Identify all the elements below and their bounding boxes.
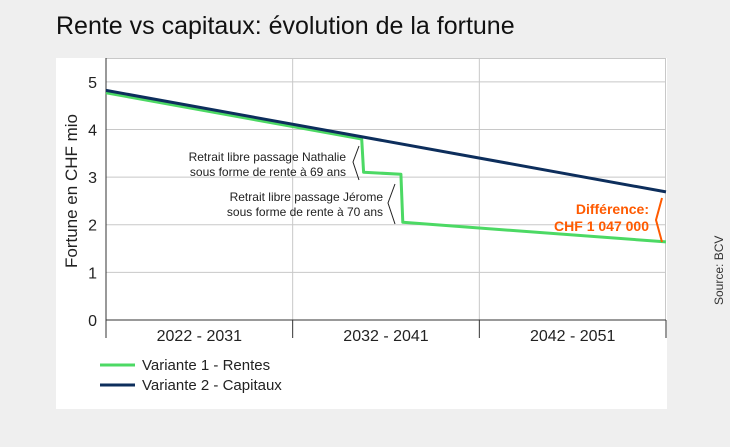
line-chart: 0 1 2 3 4 5 2022 - 2031 2032 - 2041 2042 - 2051 F…	[62, 58, 667, 394]
x-tick-label: 2022 - 2031	[157, 328, 243, 345]
legend-label: Variante 1 - Rentes	[142, 357, 270, 374]
y-tick-label: 3	[88, 170, 97, 187]
annotation-nathalie-line2: sous forme de rente à 69 ans	[190, 165, 346, 179]
series-line	[105, 88, 667, 194]
annotation-jerome-line2: sous forme de rente à 70 ans	[227, 205, 383, 219]
annotation-difference-line2: CHF 1 047 000	[554, 218, 649, 234]
y-tick-label: 4	[88, 122, 97, 139]
series-line	[105, 91, 667, 244]
tick-layer: 0 1 2 3 4 5 2022 - 2031 2032 - 2041 2042 - 2051 F…	[62, 58, 667, 345]
annotation-difference-bracket	[654, 197, 663, 243]
chart-title: Rente vs capitaux: évolution de la fortu…	[56, 12, 515, 40]
y-tick-label: 2	[88, 218, 97, 235]
x-tick-label: 2042 - 2051	[530, 328, 616, 345]
series-layer	[105, 88, 667, 244]
chart-panel: 0 1 2 3 4 5 2022 - 2031 2032 - 2041 2042 - 2051 F…	[56, 58, 667, 409]
source-label: Source: BCV	[712, 235, 726, 305]
legend-layer: Variante 1 - Rentes Variante 2 - Capitaux	[100, 357, 282, 394]
x-tick-label: 2032 - 2041	[343, 328, 429, 345]
annotation-jerome-bracket	[387, 183, 396, 225]
annotation-nathalie-line1: Retrait libre passage Nathalie	[189, 150, 347, 164]
y-axis-label: Fortune en CHF mio	[62, 114, 81, 268]
grid-layer	[106, 58, 666, 320]
annotation-jerome-line1: Retrait libre passage Jérome	[230, 190, 384, 204]
y-tick-label: 5	[88, 75, 97, 92]
annotation-nathalie-bracket	[352, 145, 360, 181]
y-tick-label: 1	[88, 265, 97, 282]
legend-label: Variante 2 - Capitaux	[142, 377, 282, 394]
annotation-difference-line1: Différence:	[576, 201, 649, 217]
y-tick-label: 0	[88, 313, 97, 330]
